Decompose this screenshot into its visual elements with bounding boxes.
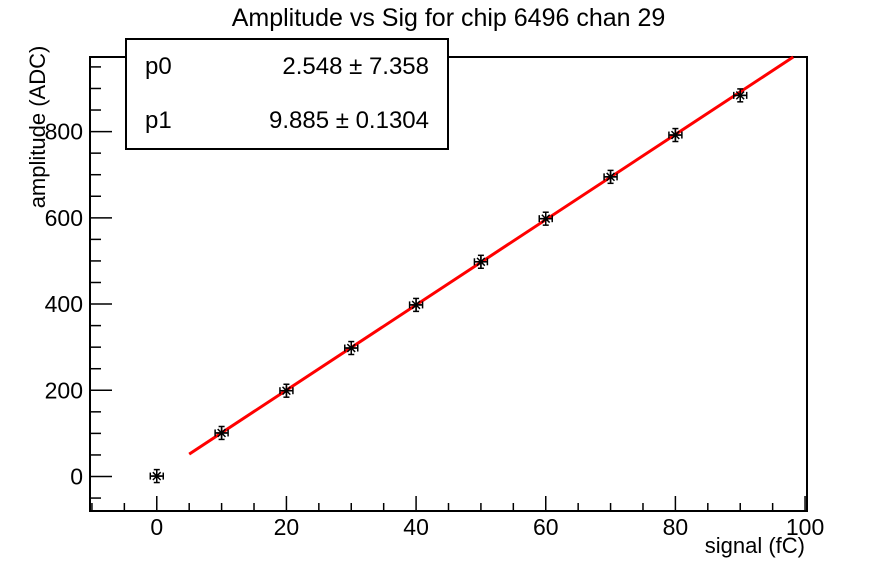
data-point-marker: [606, 172, 616, 182]
data-point-marker: [670, 130, 680, 140]
data-point-marker: [281, 386, 291, 396]
data-point-marker: [152, 471, 162, 481]
data-point-marker: [541, 214, 551, 224]
x-tick-label: 60: [533, 514, 559, 540]
stats-row-p1: p1 9.885 ± 0.1304: [127, 94, 447, 148]
stats-row-p0: p0 2.548 ± 7.358: [127, 40, 447, 94]
chart-title: Amplitude vs Sig for chip 6496 chan 29: [231, 4, 666, 32]
param-value: 9.885 ± 0.1304: [269, 107, 429, 134]
data-point-marker: [411, 300, 421, 310]
y-tick-label: 600: [45, 205, 83, 231]
data-point-marker: [735, 90, 745, 100]
y-tick-label: 0: [70, 464, 83, 490]
param-value: 2.548 ± 7.358: [282, 53, 429, 80]
data-point-marker: [346, 343, 356, 353]
y-tick-label: 800: [45, 119, 83, 145]
param-name: p1: [145, 107, 172, 134]
fit-stats-box: p0 2.548 ± 7.358 p1 9.885 ± 0.1304: [125, 38, 449, 150]
x-tick-label: 20: [274, 514, 300, 540]
x-tick-label: 40: [403, 514, 429, 540]
x-axis-title: signal (fC): [704, 533, 805, 558]
x-tick-label: 80: [663, 514, 689, 540]
y-tick-label: 200: [45, 377, 83, 403]
y-axis-title: amplitude (ADC): [25, 45, 50, 209]
param-name: p0: [145, 53, 172, 80]
data-point-marker: [217, 428, 227, 438]
y-tick-label: 400: [45, 291, 83, 317]
x-tick-label: 100: [786, 514, 824, 540]
data-point-marker: [476, 257, 486, 267]
x-tick-label: 0: [150, 514, 163, 540]
